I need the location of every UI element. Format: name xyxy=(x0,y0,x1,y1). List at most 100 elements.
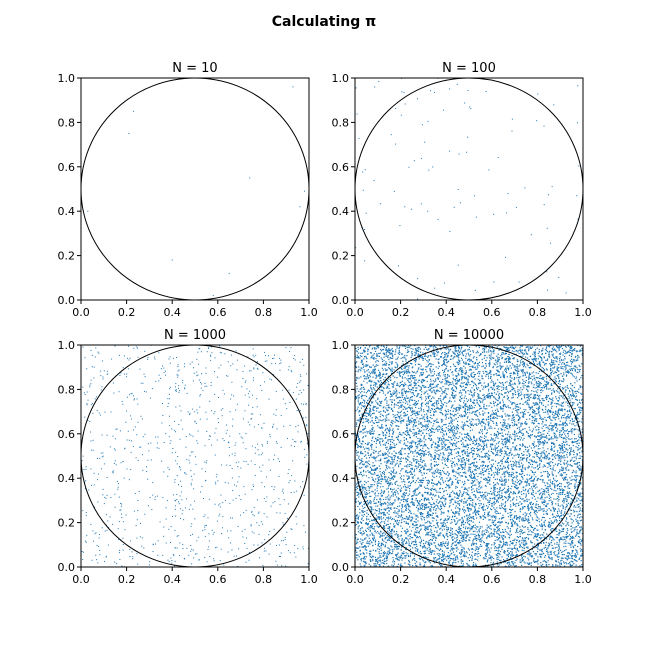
scatter-point xyxy=(578,513,580,515)
scatter-point xyxy=(191,451,193,453)
scatter-point xyxy=(355,398,357,400)
scatter-point xyxy=(411,388,413,390)
scatter-point xyxy=(528,406,530,409)
scatter-point xyxy=(360,395,362,397)
scatter-point xyxy=(483,351,486,353)
scatter-point xyxy=(503,543,505,545)
scatter-point xyxy=(466,499,468,501)
scatter-point xyxy=(407,372,409,374)
scatter-point xyxy=(174,547,176,549)
scatter-point xyxy=(581,549,583,551)
scatter-point xyxy=(469,365,471,368)
scatter-point xyxy=(362,511,364,513)
scatter-point xyxy=(522,432,524,435)
scatter-point xyxy=(175,383,177,385)
scatter-point xyxy=(562,438,564,440)
scatter-point xyxy=(437,377,440,379)
scatter-point xyxy=(162,365,164,367)
scatter-point xyxy=(499,544,501,546)
scatter-point xyxy=(559,431,561,434)
y-tick-label: 0.8 xyxy=(58,383,76,396)
scatter-point xyxy=(408,543,410,545)
scatter-point xyxy=(215,483,217,485)
scatter-point xyxy=(542,398,544,400)
scatter-point xyxy=(413,385,416,387)
scatter-point xyxy=(449,369,452,371)
scatter-point xyxy=(464,415,466,417)
scatter-point xyxy=(447,436,450,438)
scatter-point xyxy=(499,451,501,453)
scatter-point xyxy=(404,406,406,409)
scatter-point xyxy=(357,516,359,519)
scatter-point xyxy=(171,452,173,454)
scatter-point xyxy=(505,491,507,493)
scatter-point xyxy=(473,458,475,461)
scatter-point xyxy=(475,564,478,567)
scatter-point xyxy=(358,438,360,440)
scatter-point xyxy=(500,427,502,430)
scatter-point xyxy=(364,564,366,566)
scatter-point xyxy=(581,507,583,510)
scatter-point xyxy=(462,538,464,540)
scatter-point xyxy=(579,519,581,522)
scatter-point xyxy=(358,414,361,416)
scatter-point xyxy=(213,532,215,534)
scatter-point xyxy=(418,557,420,559)
scatter-point xyxy=(474,496,476,498)
scatter-point xyxy=(564,557,566,559)
scatter-point xyxy=(428,359,430,361)
scatter-point xyxy=(211,444,213,446)
scatter-point xyxy=(565,423,567,425)
scatter-point xyxy=(438,444,440,446)
scatter-point xyxy=(578,356,580,358)
x-tick-label: 0.2 xyxy=(118,573,136,586)
scatter-point xyxy=(524,384,526,387)
scatter-point xyxy=(469,406,471,408)
scatter-point xyxy=(268,553,270,555)
scatter-point xyxy=(478,396,480,398)
scatter-point xyxy=(456,477,458,479)
scatter-point xyxy=(432,475,434,477)
scatter-point xyxy=(427,210,429,212)
scatter-point xyxy=(565,542,567,544)
scatter-point xyxy=(505,441,507,443)
scatter-point xyxy=(434,449,436,451)
scatter-point xyxy=(442,479,444,481)
scatter-point xyxy=(554,357,556,359)
scatter-point xyxy=(403,388,405,390)
scatter-point xyxy=(464,540,466,542)
scatter-point xyxy=(556,356,558,358)
scatter-point xyxy=(571,389,573,391)
scatter-point xyxy=(531,390,533,392)
scatter-point xyxy=(530,366,532,368)
scatter-point xyxy=(576,380,578,382)
scatter-point xyxy=(114,460,116,462)
scatter-point xyxy=(380,345,382,347)
scatter-point xyxy=(406,498,408,501)
scatter-point xyxy=(507,490,510,492)
scatter-point xyxy=(457,406,459,408)
scatter-point xyxy=(560,466,563,468)
scatter-point xyxy=(365,562,367,564)
scatter-point xyxy=(372,408,374,410)
scatter-point xyxy=(572,527,574,529)
scatter-point xyxy=(512,463,514,466)
scatter-point xyxy=(514,504,516,506)
scatter-point xyxy=(190,434,192,436)
scatter-point xyxy=(219,513,221,515)
scatter-point xyxy=(542,560,544,562)
scatter-point xyxy=(365,447,367,449)
scatter-point xyxy=(361,511,363,513)
scatter-point xyxy=(563,446,566,448)
scatter-point xyxy=(250,524,252,526)
y-tick-label: 0.8 xyxy=(58,116,76,129)
scatter-point xyxy=(463,534,465,536)
scatter-point xyxy=(567,485,569,487)
scatter-point xyxy=(188,508,190,510)
scatter-point xyxy=(250,460,252,462)
scatter-point xyxy=(456,481,459,483)
scatter-point xyxy=(238,461,240,463)
scatter-point xyxy=(235,350,237,352)
scatter-point xyxy=(505,501,507,503)
scatter-point xyxy=(85,541,87,543)
